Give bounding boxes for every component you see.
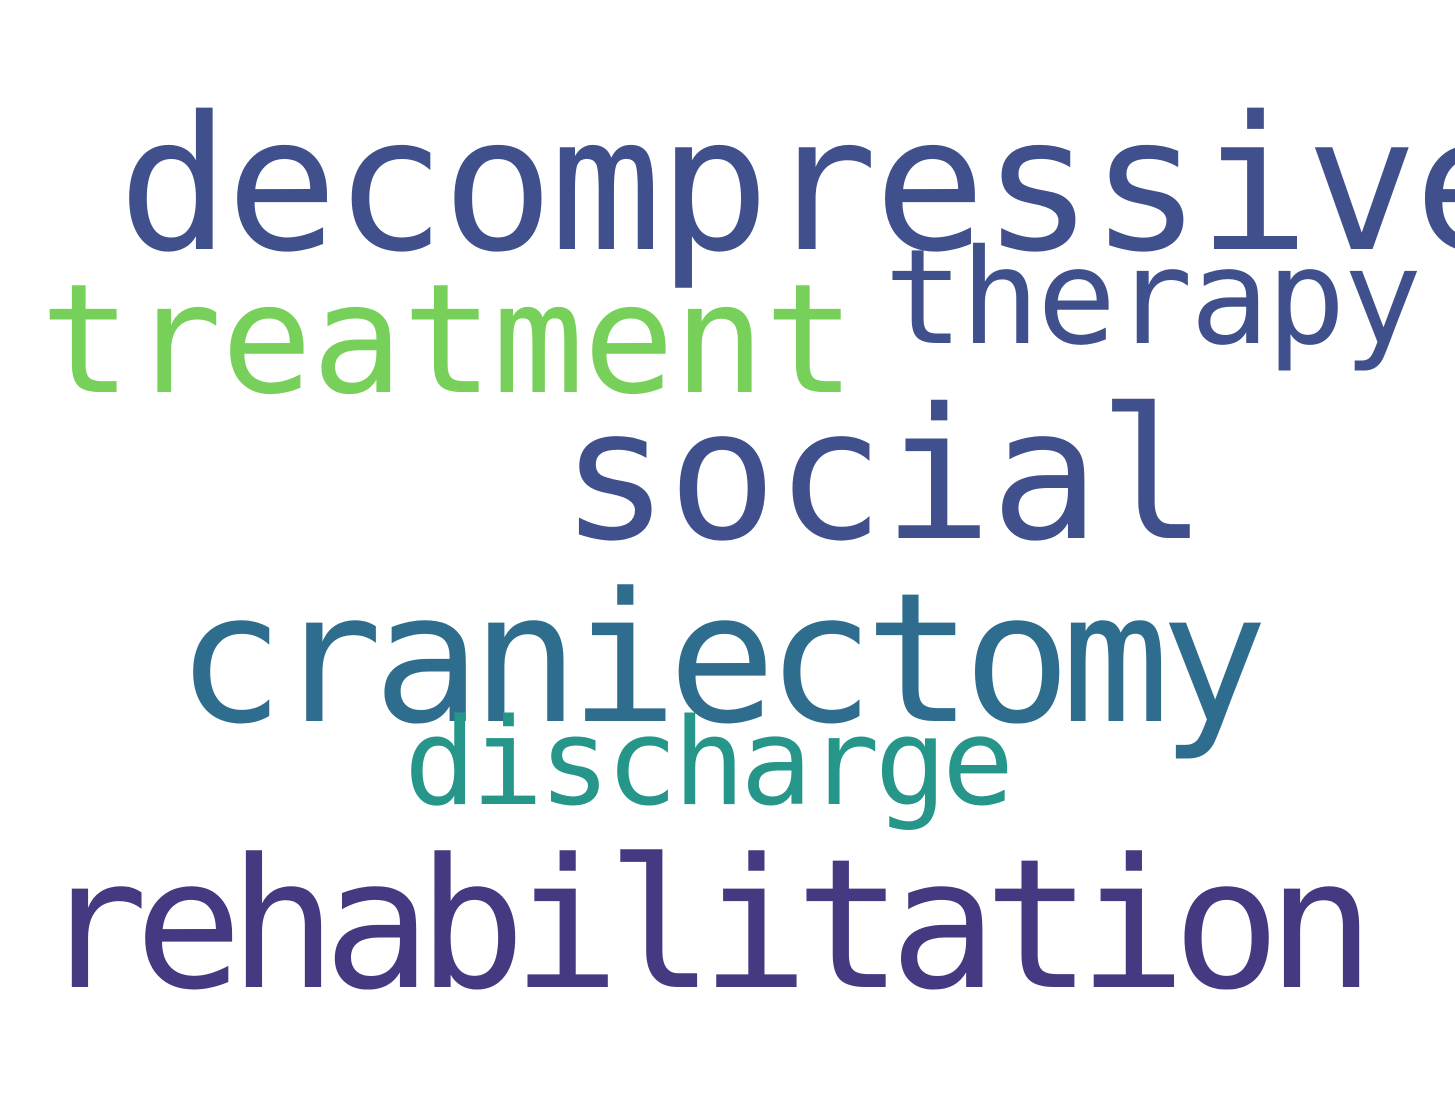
word-treatment: treatment bbox=[40, 251, 856, 428]
word-discharge: discharge bbox=[404, 694, 1014, 833]
word-decompressive: decompressive bbox=[118, 76, 1455, 293]
word-rehabilitation: rehabilitation bbox=[40, 821, 1375, 1030]
word-therapy: therapy bbox=[884, 221, 1422, 375]
word-social: social bbox=[560, 369, 1207, 581]
word-craniectomy: craniectomy bbox=[176, 555, 1268, 764]
